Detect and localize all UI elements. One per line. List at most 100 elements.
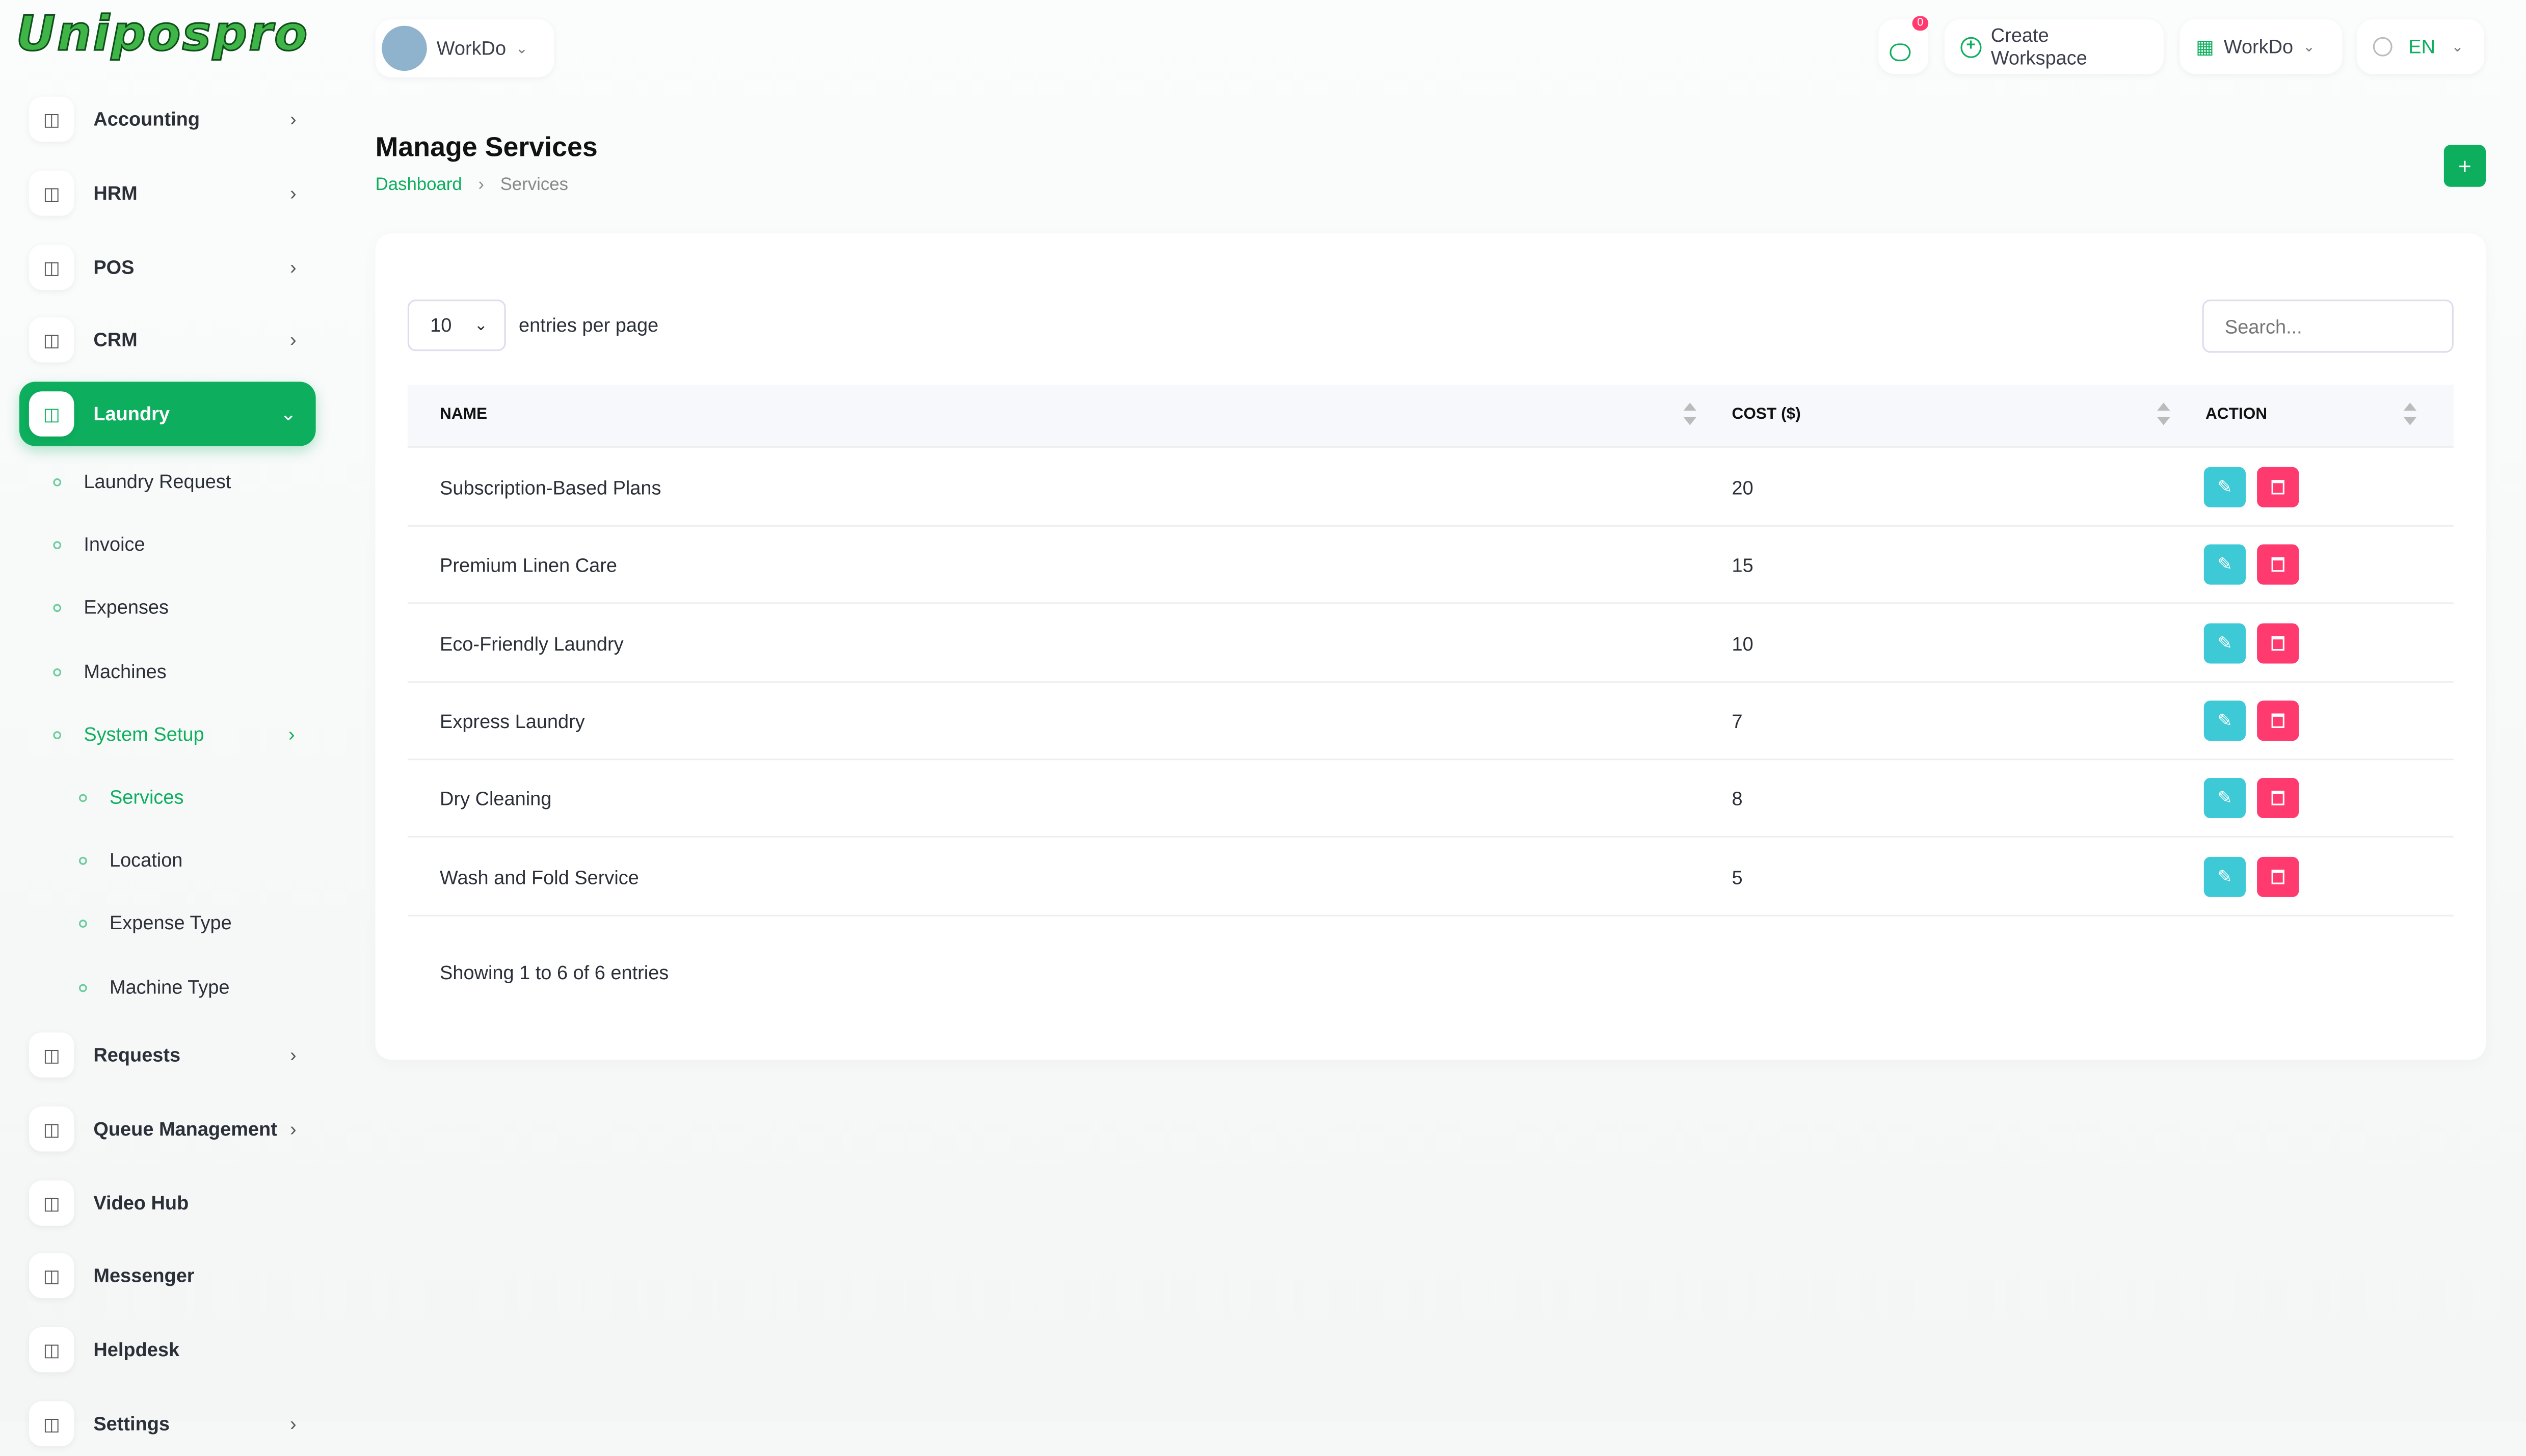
language-label: EN [2408,35,2435,58]
trash-icon [2271,480,2284,495]
sidebar-item-helpdesk[interactable]: ◫ Helpdesk [19,1317,316,1382]
chevron-right-icon: › [290,182,297,205]
phone-icon: ◫ [29,1106,74,1152]
sidebar-sub-invoice[interactable]: Invoice [53,533,295,556]
logo[interactable]: Unipospro [15,6,309,64]
sidebar-sub-expenses[interactable]: Expenses [53,596,295,618]
delete-button[interactable] [2257,467,2299,507]
sidebar-sub-laundry-request[interactable]: Laundry Request [53,470,295,493]
pencil-icon: ✎ [2217,867,2232,887]
bullet-icon [78,856,87,865]
messages-button[interactable]: 0 [1878,16,1929,74]
shirt-icon: ◫ [29,391,74,437]
chevron-right-icon: › [290,1412,297,1435]
column-cost[interactable]: COST ($) [1732,406,1801,424]
service-cost: 10 [1732,632,1753,655]
bullet-icon [78,983,87,991]
plus-circle-icon: + [1960,36,1981,58]
sidebar-item-accounting[interactable]: ◫ Accounting › [19,87,316,151]
delete-button[interactable] [2257,545,2299,585]
sidebar-item-label: Requests [93,1043,181,1066]
video-icon: ◫ [29,1180,74,1226]
service-name: Premium Linen Care [440,554,617,577]
create-workspace-label: Create Workspace [1990,24,2087,69]
sidebar-item-queue-management[interactable]: ◫ Queue Management › [19,1097,316,1161]
bullet-icon [53,730,62,739]
edit-button[interactable]: ✎ [2203,700,2246,741]
bullet-icon [53,667,62,676]
sidebar-subsub-services[interactable]: Services [78,786,184,809]
pencil-icon: ✎ [2217,634,2232,654]
entries-label: entries per page [518,314,659,337]
gear-icon: ◫ [29,1401,74,1446]
sidebar-sub-machines[interactable]: Machines [53,660,295,683]
sidebar-sub-label: Machines [84,660,167,683]
sidebar-sub-label: Machine Type [109,976,230,999]
sidebar-item-video-hub[interactable]: ◫ Video Hub [19,1171,316,1235]
sort-icon[interactable] [2403,402,2417,432]
sidebar-subsub-expense-type[interactable]: Expense Type [78,911,232,934]
sidebar-item-label: CRM [93,328,138,352]
sidebar-item-pos[interactable]: ◫ POS › [19,235,316,300]
sidebar-item-label: Settings [93,1412,170,1435]
edit-button[interactable]: ✎ [2203,856,2246,897]
edit-button[interactable]: ✎ [2203,623,2246,663]
sidebar-item-label: Video Hub [93,1192,189,1215]
sidebar-item-label: Messenger [93,1264,195,1287]
table-row: Wash and Fold Service 5 ✎ [407,839,2454,916]
delete-button[interactable] [2257,623,2299,663]
service-name: Subscription-Based Plans [440,476,661,500]
globe-icon [2373,37,2392,57]
breadcrumb: Dashboard › Services [376,176,568,195]
edit-button[interactable]: ✎ [2203,545,2246,585]
sidebar-item-hrm[interactable]: ◫ HRM › [19,161,316,225]
sort-icon[interactable] [1683,402,1696,432]
sidebar-item-settings[interactable]: ◫ Settings › [19,1391,316,1455]
sidebar-subsub-machine-type[interactable]: Machine Type [78,976,230,999]
sidebar-item-messenger[interactable]: ◫ Messenger [19,1244,316,1308]
chevron-right-icon: › [290,1043,297,1066]
sidebar-subsub-location[interactable]: Location [78,849,183,872]
service-name: Eco-Friendly Laundry [440,632,624,655]
chevron-right-icon: › [290,256,297,279]
trash-icon [2271,791,2284,806]
workspace-switcher[interactable]: WorkDo ⌄ [375,19,554,77]
add-service-button[interactable]: + [2443,145,2486,187]
pencil-icon: ✎ [2217,478,2232,498]
column-name[interactable]: NAME [440,406,488,424]
sidebar-sub-label: Location [109,849,183,872]
sidebar-item-label: Helpdesk [93,1338,180,1361]
user-plus-icon: ◫ [29,1032,74,1077]
pagination-info: Showing 1 to 6 of 6 entries [440,961,669,984]
workspace-menu[interactable]: ▦ WorkDo ⌄ [2179,19,2343,74]
sidebar-item-label: POS [93,256,135,279]
table-row: Eco-Friendly Laundry 10 ✎ [407,605,2454,683]
sidebar-item-crm[interactable]: ◫ CRM › [19,308,316,372]
breadcrumb-dashboard[interactable]: Dashboard [375,175,462,195]
chevron-right-icon: › [290,328,297,352]
trash-icon [2271,557,2284,573]
entries-value: 10 [430,314,452,337]
sidebar-sub-label: Services [109,786,184,809]
edit-button[interactable]: ✎ [2203,467,2246,507]
bullet-icon [53,477,62,486]
entries-select[interactable]: 10 ⌄ [407,300,506,352]
language-selector[interactable]: EN ⌄ [2357,19,2484,74]
sidebar-item-laundry[interactable]: ◫ Laundry ⌄ [19,382,316,446]
sidebar-sub-system-setup[interactable]: System Setup › [53,723,295,746]
delete-button[interactable] [2257,778,2299,819]
sidebar-item-label: Accounting [93,107,200,131]
create-workspace-button[interactable]: + Create Workspace [1944,19,2164,74]
chevron-down-icon: ⌄ [2451,38,2464,54]
edit-button[interactable]: ✎ [2203,778,2246,819]
pencil-icon: ✎ [2217,556,2232,576]
chevron-right-icon: › [290,107,297,131]
delete-button[interactable] [2257,856,2299,897]
headset-icon: ◫ [29,1327,74,1372]
page-title: Manage Services [375,132,598,163]
sidebar-item-requests[interactable]: ◫ Requests › [19,1022,316,1087]
delete-button[interactable] [2257,700,2299,741]
pencil-icon: ✎ [2217,711,2232,731]
sort-icon[interactable] [2157,402,2170,432]
search-input[interactable] [2202,300,2454,353]
